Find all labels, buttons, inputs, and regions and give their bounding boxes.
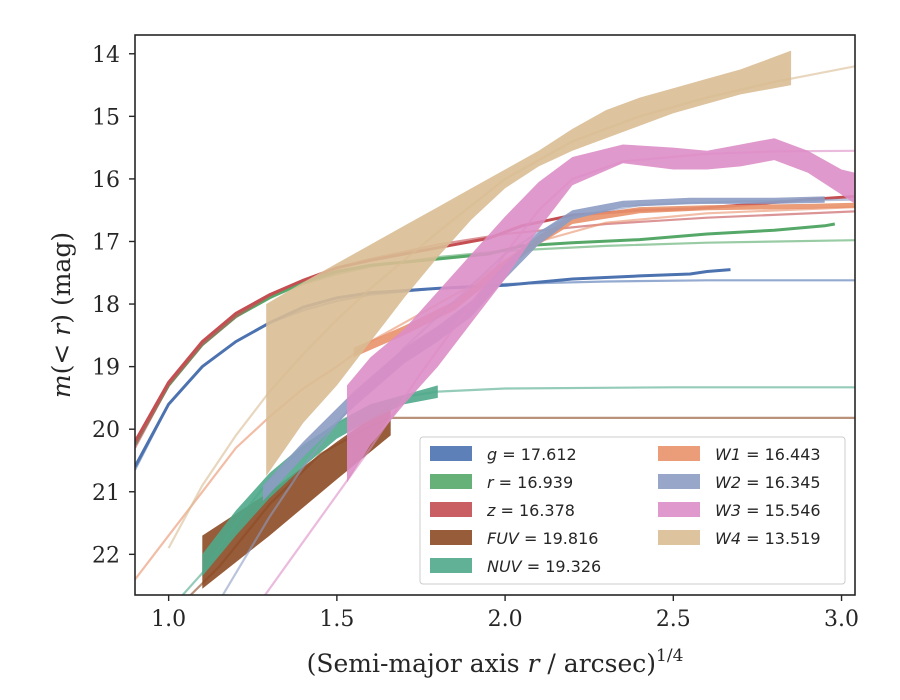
- legend-label: W4 = 13.519: [715, 529, 821, 548]
- plot-frame: [134, 34, 856, 596]
- y-axis-label: m(< r) (mag): [47, 232, 76, 398]
- legend-label: z = 16.378: [486, 501, 575, 520]
- legend-label: W2 = 16.345: [715, 473, 821, 492]
- band-w3: [347, 138, 855, 483]
- legend-label: FUV = 19.816: [487, 529, 598, 548]
- legend-swatch: [430, 474, 472, 489]
- y-tick-label: 19: [92, 356, 120, 381]
- model-line-w3: [263, 149, 855, 595]
- legend: g = 17.612 r = 16.939 z = 16.378 FUV = 19.8…: [419, 436, 846, 585]
- legend-swatch: [430, 502, 472, 517]
- model-line-w1: [135, 206, 855, 581]
- x-tick-label: 1.5: [319, 607, 354, 632]
- legend-item-fuv: FUV = 19.816: [430, 529, 598, 548]
- legend-swatch: [658, 502, 700, 517]
- ticks-layer: 1.0 1.5 2.0 2.5 3.0 14 15 16 17 18 19 20 21 22: [92, 43, 859, 632]
- legend-label: g = 17.612: [487, 445, 577, 464]
- legend-swatch: [430, 558, 472, 573]
- y-tick-label: 16: [92, 168, 120, 193]
- y-tick-label: 20: [92, 418, 120, 443]
- x-tick-label: 1.0: [151, 607, 186, 632]
- x-axis-label: (Semi-major axis r / arcsec)1/4: [307, 646, 684, 678]
- legend-label: NUV = 19.326: [487, 557, 601, 576]
- series-layer: [135, 50, 855, 595]
- y-tick-label: 22: [92, 543, 120, 568]
- y-tick-label: 17: [92, 230, 120, 255]
- legend-swatch: [430, 446, 472, 461]
- legend-item-w3: W3 = 15.546: [658, 501, 821, 520]
- legend-item-r: r = 16.939: [430, 473, 573, 492]
- legend-swatch: [658, 446, 700, 461]
- legend-label: r = 16.939: [487, 473, 573, 492]
- legend-item-w4: W4 = 13.519: [658, 529, 821, 548]
- series-w1: [135, 202, 855, 581]
- legend-label: W3 = 15.546: [715, 501, 821, 520]
- legend-swatch: [658, 474, 700, 489]
- y-tick-label: 18: [92, 293, 120, 318]
- legend-item-z: z = 16.378: [430, 501, 575, 520]
- legend-item-w2: W2 = 16.345: [658, 473, 821, 492]
- legend-item-w1: W1 = 16.443: [658, 445, 821, 464]
- x-tick-label: 2.0: [488, 607, 523, 632]
- series-w3: [263, 138, 855, 595]
- band-fuv: [202, 404, 391, 589]
- legend-swatch: [658, 530, 700, 545]
- series-w4: [167, 50, 855, 549]
- model-line-w4: [167, 65, 855, 549]
- x-tick-label: 2.5: [656, 607, 691, 632]
- legend-frame: [419, 436, 846, 585]
- legend-swatch: [430, 530, 472, 545]
- band-w4: [266, 50, 792, 477]
- y-tick-label: 21: [92, 481, 120, 506]
- y-tick-label: 14: [92, 43, 120, 68]
- legend-item-nuv: NUV = 19.326: [430, 557, 601, 576]
- y-tick-label: 15: [92, 105, 120, 130]
- legend-label: W1 = 16.443: [715, 445, 821, 464]
- legend-item-g: g = 17.612: [430, 445, 577, 464]
- x-tick-label: 3.0: [824, 607, 859, 632]
